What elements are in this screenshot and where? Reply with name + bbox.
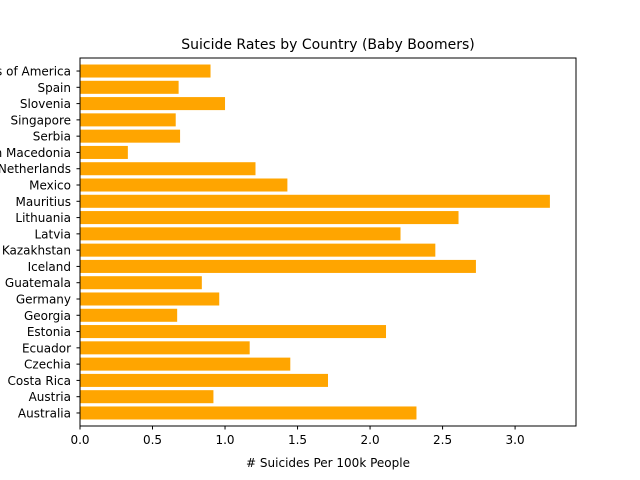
x-tick-label: 2.0 [361,433,380,447]
y-tick-label: Singapore [10,113,71,127]
x-tick-label: 1.5 [288,433,307,447]
plot-frame [79,57,577,427]
bar-austria [80,390,214,404]
bar-serbia [80,129,181,143]
bar-estonia [80,325,387,339]
chart-title: Suicide Rates by Country (Baby Boomers) [181,37,475,53]
bar-united-states-of-america [80,64,211,78]
y-tick-label: North Macedonia [0,146,71,160]
bar-netherlands [80,162,256,176]
bar-georgia [80,308,178,322]
y-tick-label: Ecuador [22,341,71,355]
x-tick-label: 0.5 [143,433,162,447]
x-axis-ticks: 0.0 0.5 1.0 1.5 2.0 2.5 3.0 [70,426,525,447]
y-tick-label: Costa Rica [8,374,71,388]
y-tick-label: Guatemala [5,276,71,290]
y-tick-label: Latvia [34,227,71,241]
x-tick-label: 0.0 [70,433,89,447]
y-tick-label: Australia [18,406,71,420]
bar-ecuador [80,341,250,355]
y-tick-label: Czechia [24,358,71,372]
y-tick-label: Lithuania [15,211,71,225]
y-tick-label: Austria [29,390,71,404]
bar-australia [80,406,417,420]
bars [80,64,550,420]
x-tick-label: 1.0 [215,433,234,447]
y-tick-label: Netherlands [0,162,71,176]
y-tick-label: Iceland [28,260,71,274]
bar-singapore [80,113,176,127]
y-tick-label: Slovenia [20,97,71,111]
bar-north-macedonia [80,145,128,159]
y-tick-label: Mexico [29,179,71,193]
y-tick-label: Mauritius [16,195,71,209]
y-tick-label: Germany [16,292,71,306]
x-tick-label: 2.5 [433,433,452,447]
bar-kazakhstan [80,243,436,257]
bar-spain [80,80,179,94]
y-tick-label: United States of America [0,65,71,79]
bar-latvia [80,227,401,241]
bar-czechia [80,357,291,371]
bar-guatemala [80,276,202,290]
y-tick-label: Spain [37,81,71,95]
bar-mauritius [80,194,550,208]
bar-slovenia [80,97,226,111]
x-axis-title: # Suicides Per 100k People [246,456,410,470]
y-axis-ticks: Australia Austria Costa Rica Czechia Ecuador… [0,65,80,420]
y-tick-label: Serbia [33,130,71,144]
bar-iceland [80,259,476,273]
y-tick-label: Estonia [27,325,71,339]
bar-costa-rica [80,373,328,387]
y-tick-label: Georgia [24,309,71,323]
x-tick-label: 3.0 [506,433,525,447]
bar-lithuania [80,211,459,225]
bar-mexico [80,178,288,192]
y-tick-label: Kazakhstan [2,244,71,258]
bar-germany [80,292,220,306]
